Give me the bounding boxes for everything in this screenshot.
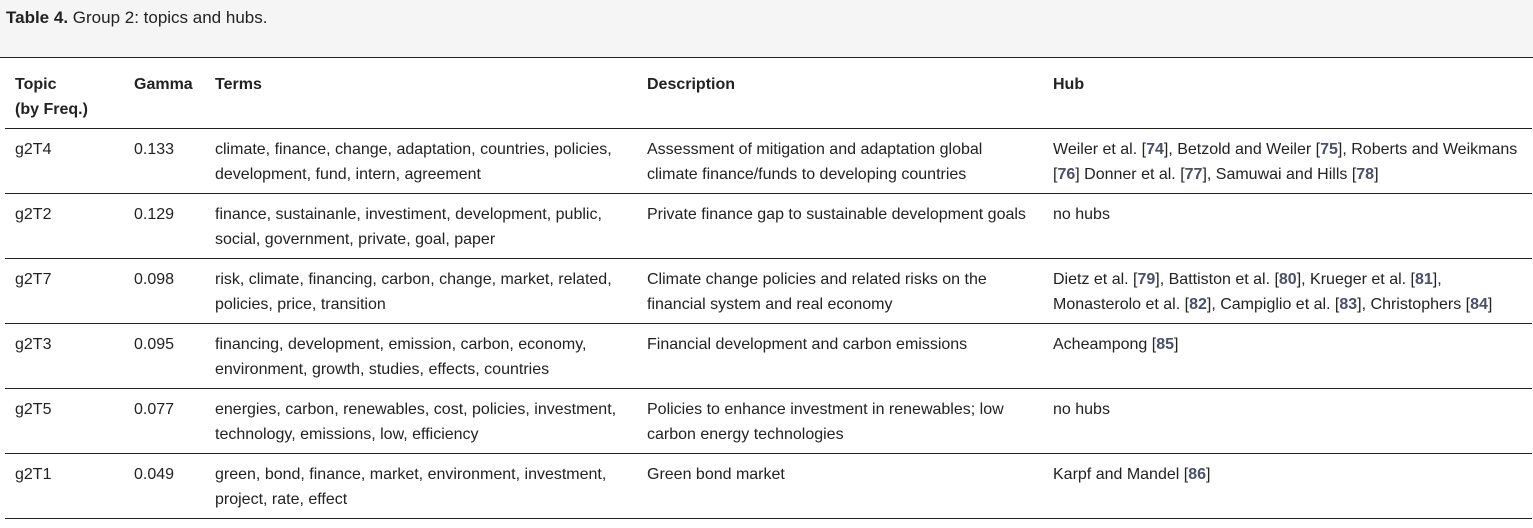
reference-link[interactable]: 75 <box>1320 141 1338 158</box>
table-row: g2T4 0.133 climate, finance, change, adapt… <box>5 128 1532 194</box>
reference-link[interactable]: 86 <box>1188 466 1206 483</box>
reference-link[interactable]: 85 <box>1156 336 1174 353</box>
hub-cell: Weiler et al. [74], Betzold and Weiler [… <box>1043 128 1532 194</box>
hub-text: ], Betzold and Weiler [ <box>1163 141 1321 158</box>
hub-cell: Karpf and Mandel [86] <box>1043 453 1532 519</box>
description-cell: Policies to enhance investment in renewa… <box>637 388 1043 454</box>
hub-text: no hubs <box>1053 401 1110 418</box>
gamma-cell: 0.049 <box>124 453 205 519</box>
hub-cell: no hubs <box>1043 388 1532 454</box>
gamma-cell: 0.095 <box>124 323 205 389</box>
topic-cell: g2T7 <box>5 258 124 324</box>
header-terms: Terms <box>205 58 637 129</box>
hub-text: ], Monasterolo et al. [ <box>1053 271 1442 313</box>
topics-hubs-table: Topic (by Freq.) Gamma Terms Description … <box>5 58 1532 519</box>
hub-text: no hubs <box>1053 206 1110 223</box>
gamma-cell: 0.098 <box>124 258 205 324</box>
table-header-row: Topic (by Freq.) Gamma Terms Description … <box>5 58 1532 129</box>
table-caption-bar: Table 4. Group 2: topics and hubs. <box>0 0 1533 58</box>
header-description: Description <box>637 58 1043 129</box>
reference-link[interactable]: 77 <box>1184 166 1203 183</box>
hub-cell: no hubs <box>1043 193 1532 259</box>
table-caption: Table 4. Group 2: topics and hubs. <box>6 7 1527 29</box>
hub-text: ], Battiston et al. [ <box>1155 271 1279 288</box>
reference-link[interactable]: 79 <box>1137 271 1156 288</box>
gamma-cell: 0.129 <box>124 193 205 259</box>
reference-link[interactable]: 76 <box>1057 166 1076 183</box>
terms-cell: energies, carbon, renewables, cost, poli… <box>205 388 637 454</box>
header-hub: Hub <box>1043 58 1532 129</box>
header-topic: Topic (by Freq.) <box>5 58 124 129</box>
table-row: g2T5 0.077 energies, carbon, renewables, c… <box>5 388 1532 454</box>
description-cell: Financial development and carbon emissio… <box>637 323 1043 389</box>
reference-link[interactable]: 83 <box>1339 296 1358 313</box>
hub-text: ] <box>1206 466 1211 483</box>
hub-text: ], Samuwai and Hills [ <box>1202 166 1357 183</box>
hub-text: ], Krueger et al. [ <box>1296 271 1415 288</box>
reference-link[interactable]: 80 <box>1278 271 1297 288</box>
reference-link[interactable]: 84 <box>1470 296 1488 313</box>
reference-link[interactable]: 74 <box>1146 141 1164 158</box>
table-caption-text: Group 2: topics and hubs. <box>68 8 268 27</box>
topic-cell: g2T2 <box>5 193 124 259</box>
hub-text: ], Campiglio et al. [ <box>1206 296 1340 313</box>
description-cell: Assessment of mitigation and adaptation … <box>637 128 1043 194</box>
hub-text: Dietz et al. [ <box>1053 271 1138 288</box>
topic-cell: g2T5 <box>5 388 124 454</box>
hub-text: ], Roberts and Weikmans [ <box>1053 141 1518 183</box>
table-row: g2T2 0.129 finance, sustainanle, investime… <box>5 193 1532 259</box>
description-cell: Private finance gap to sustainable devel… <box>637 193 1043 259</box>
terms-cell: risk, climate, financing, carbon, change… <box>205 258 637 324</box>
terms-cell: green, bond, finance, market, environmen… <box>205 453 637 519</box>
hub-text: ] <box>1173 336 1179 353</box>
table-row: g2T1 0.049 green, bond, finance, market, e… <box>5 453 1532 519</box>
reference-link[interactable]: 82 <box>1189 296 1207 313</box>
reference-link[interactable]: 81 <box>1414 271 1433 288</box>
hub-text: Karpf and Mandel [ <box>1053 466 1189 483</box>
topic-cell: g2T4 <box>5 128 124 194</box>
terms-cell: finance, sustainanle, investiment, devel… <box>205 193 637 259</box>
gamma-cell: 0.077 <box>124 388 205 454</box>
hub-text: ] <box>1487 296 1493 313</box>
description-cell: Climate change policies and related risk… <box>637 258 1043 324</box>
topic-cell: g2T1 <box>5 453 124 519</box>
header-gamma: Gamma <box>124 58 205 129</box>
hub-text: Weiler et al. [ <box>1053 141 1147 158</box>
table-body: g2T4 0.133 climate, finance, change, adapt… <box>5 128 1532 519</box>
gamma-cell: 0.133 <box>124 128 205 194</box>
hub-text: ] <box>1374 166 1379 183</box>
topic-cell: g2T3 <box>5 323 124 389</box>
table-row: g2T7 0.098 risk, climate, financing, carbo… <box>5 258 1532 324</box>
terms-cell: climate, finance, change, adaptation, co… <box>205 128 637 194</box>
header-topic-line1: Topic <box>15 76 57 93</box>
description-cell: Green bond market <box>637 453 1043 519</box>
table-container: Topic (by Freq.) Gamma Terms Description … <box>5 58 1532 519</box>
hub-text: Acheampong [ <box>1053 336 1157 353</box>
terms-cell: financing, development, emission, carbon… <box>205 323 637 389</box>
hub-cell: Acheampong [85] <box>1043 323 1532 389</box>
header-topic-line2: (by Freq.) <box>15 101 88 118</box>
table-row: g2T3 0.095 financing, development, emissio… <box>5 323 1532 389</box>
hub-cell: Dietz et al. [79], Battiston et al. [80]… <box>1043 258 1532 324</box>
reference-link[interactable]: 78 <box>1356 166 1375 183</box>
hub-text: ] Donner et al. [ <box>1075 166 1185 183</box>
table-caption-label: Table 4. <box>6 8 69 27</box>
hub-text: ], Christophers [ <box>1357 296 1471 313</box>
